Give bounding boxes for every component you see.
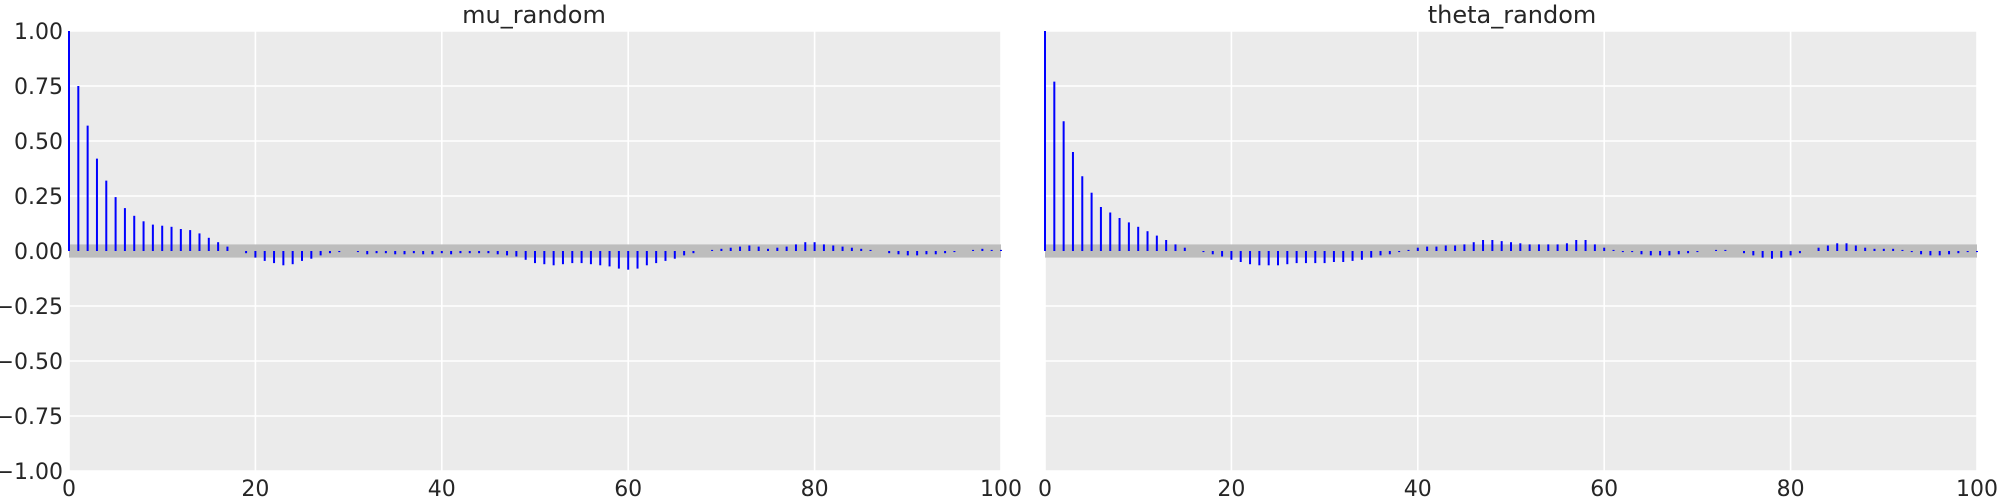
chart-panel-mu-random: mu_random 0 20 40 60 80 100 1.00 0.75 0.50 0.25 0.…: [0, 1, 1022, 500]
x-tick-label: 20: [241, 477, 269, 500]
y-tick-label: 0.25: [14, 185, 63, 210]
y-tick-label: −1.00: [0, 460, 63, 485]
x-tick-label: 60: [614, 477, 642, 500]
chart-panel-theta-random: theta_random 0 20 40 60 80 100: [1038, 1, 1998, 500]
y-tick-label: 0.00: [14, 240, 63, 265]
chart-title: theta_random: [1428, 1, 1597, 29]
y-tick-label: −0.50: [0, 350, 63, 375]
x-tick-label: 20: [1217, 477, 1245, 500]
x-tick-label: 100: [980, 477, 1022, 500]
x-tick-label: 80: [801, 477, 829, 500]
x-tick-label: 0: [62, 477, 76, 500]
y-tick-label: −0.25: [0, 295, 63, 320]
chart-title: mu_random: [462, 1, 606, 29]
y-tick-label: 1.00: [14, 20, 63, 45]
x-tick-label: 40: [1404, 477, 1432, 500]
x-tick-label: 80: [1777, 477, 1805, 500]
x-tick-label: 40: [428, 477, 456, 500]
x-tick-label: 100: [1956, 477, 1998, 500]
y-tick-label: 0.75: [14, 75, 63, 100]
y-tick-label: −0.75: [0, 405, 63, 430]
x-tick-label: 60: [1590, 477, 1618, 500]
y-tick-label: 0.50: [14, 130, 63, 155]
x-tick-label: 0: [1038, 477, 1052, 500]
